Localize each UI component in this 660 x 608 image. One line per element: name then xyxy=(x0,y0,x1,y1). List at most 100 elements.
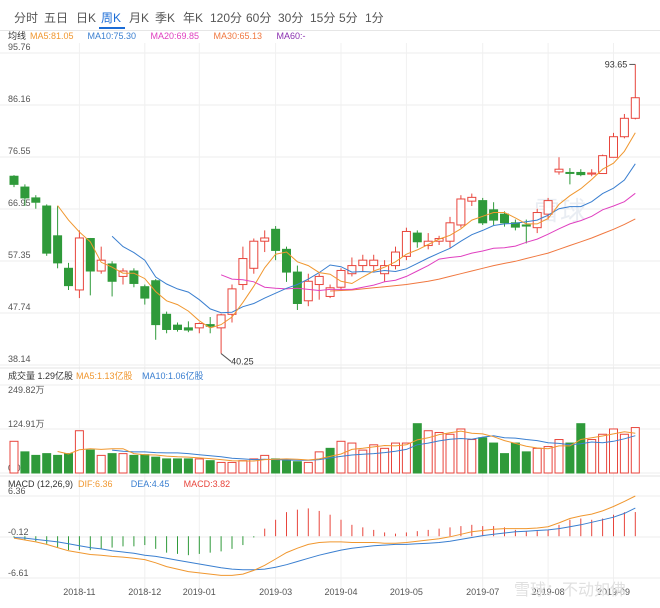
candle-up xyxy=(401,230,411,257)
candle-up xyxy=(434,238,444,242)
candle-up xyxy=(314,275,324,286)
volume-y-tick: 124.91万 xyxy=(8,419,45,429)
volume-bar-up xyxy=(238,460,248,474)
tab-1[interactable]: 五日 xyxy=(44,11,69,25)
volume-bar-up xyxy=(434,431,444,474)
ma10-line xyxy=(111,163,636,314)
ma-legend-item: MA5:81.05 xyxy=(30,31,74,41)
x-tick-label: 2019-09 xyxy=(597,587,630,597)
candle-down xyxy=(500,213,509,224)
volume-bar-up xyxy=(609,428,618,474)
active-tab-indicator xyxy=(99,27,125,29)
ma5-line xyxy=(57,132,636,329)
volume-bar-up xyxy=(543,446,553,474)
tab-6[interactable]: 年K xyxy=(183,11,204,25)
candle-down xyxy=(162,313,172,330)
tab-0[interactable]: 分时 xyxy=(14,11,39,25)
volume-bar-up xyxy=(347,442,357,474)
tab-12[interactable]: 1分 xyxy=(365,11,384,25)
volume-bar-down xyxy=(205,460,215,474)
volume-bar-down xyxy=(162,458,172,474)
volume-bar-up xyxy=(456,428,466,474)
tab-10[interactable]: 15分 xyxy=(310,11,336,25)
volume-bar-up xyxy=(118,453,128,474)
macd-y-tick: -0.12 xyxy=(8,527,29,537)
volume-bar-up xyxy=(96,454,106,474)
candle-down xyxy=(282,248,291,273)
volume-ma10-line xyxy=(112,435,636,461)
candle-up xyxy=(456,198,466,226)
volume-bar-down xyxy=(521,451,531,474)
volume-bar-up xyxy=(303,461,313,474)
macd-legend-item: MACD:3.82 xyxy=(184,479,231,489)
candle-up xyxy=(96,259,106,272)
footer-watermark: 雪球：不动如佛 xyxy=(514,581,626,599)
candle-down xyxy=(129,270,139,284)
candle-down xyxy=(576,171,586,176)
period-tabs: 分时 五日 日K 周K 月K 季K 年K 120分 60分 30分 15分 5分 1分 xyxy=(0,0,660,31)
y-tick-label: 86.16 xyxy=(8,94,31,104)
candle-down xyxy=(9,175,19,185)
volume-bar-down xyxy=(478,437,488,474)
volume-bar-down xyxy=(271,458,281,474)
candle-up xyxy=(358,259,368,267)
volume-bar-down xyxy=(292,461,302,474)
candle-down xyxy=(271,228,281,251)
tab-9[interactable]: 30分 xyxy=(278,11,304,25)
x-tick-label: 2019-03 xyxy=(259,587,292,597)
volume-bar-up xyxy=(401,442,411,474)
volume-bar-down xyxy=(412,423,422,474)
candle-up xyxy=(587,172,597,175)
candle-down xyxy=(42,205,52,254)
volume-bar-up xyxy=(587,439,597,474)
volume-bar-down xyxy=(500,453,509,474)
ma30-line xyxy=(330,218,636,292)
tab-4[interactable]: 月K xyxy=(129,11,150,25)
volume-bar-up xyxy=(9,440,19,474)
candle-up xyxy=(467,196,477,202)
tab-5[interactable]: 季K xyxy=(155,11,176,25)
volume-bar-down xyxy=(53,454,63,474)
volume-legend-item: MA10:1.06亿股 xyxy=(142,370,204,381)
volume-bar-up xyxy=(358,449,368,474)
volume-bar-up xyxy=(380,447,390,474)
x-tick-label: 2019-01 xyxy=(183,587,216,597)
candle-up xyxy=(249,240,259,269)
ma-legend-item: MA60:- xyxy=(277,31,306,41)
volume-bar-down xyxy=(129,454,139,474)
candle-down xyxy=(521,224,531,227)
volume-bar-up xyxy=(423,430,433,474)
volume-bar-down xyxy=(325,447,335,474)
candle-up xyxy=(554,168,564,173)
tab-2[interactable]: 日K xyxy=(76,11,97,25)
candle-down xyxy=(478,200,488,224)
candle-up xyxy=(74,237,84,291)
tab-7[interactable]: 120分 xyxy=(210,11,243,25)
candle-down xyxy=(53,235,63,264)
macd-y-tick: 6.36 xyxy=(8,486,26,496)
volume-bar-down xyxy=(31,454,41,474)
candle-up xyxy=(423,240,433,247)
volume-bar-down xyxy=(565,442,575,474)
volume-bar-down xyxy=(282,460,291,474)
tab-8[interactable]: 60分 xyxy=(246,11,272,25)
volume-y-tick: 249.82万 xyxy=(8,385,45,395)
volume-bar-up xyxy=(467,439,477,474)
tab-11[interactable]: 5分 xyxy=(339,11,358,25)
volume-bar-up xyxy=(216,461,226,474)
volume-title: 成交量 1.29亿股 xyxy=(8,370,73,381)
candle-up xyxy=(118,270,128,277)
tab-3[interactable]: 周K xyxy=(101,11,122,25)
volume-bar-up xyxy=(249,458,259,474)
x-tick-label: 2019-04 xyxy=(324,587,357,597)
ma20-line xyxy=(220,192,636,292)
candle-up xyxy=(303,280,313,302)
volume-bar-up xyxy=(391,442,400,474)
y-tick-label: 76.55 xyxy=(8,146,31,156)
candle-down xyxy=(292,271,302,304)
candle-up xyxy=(543,200,553,215)
volume-bar-down xyxy=(151,456,161,474)
candle-up xyxy=(380,265,390,275)
y-tick-label: 95.76 xyxy=(8,42,31,52)
candle-up xyxy=(619,117,629,138)
